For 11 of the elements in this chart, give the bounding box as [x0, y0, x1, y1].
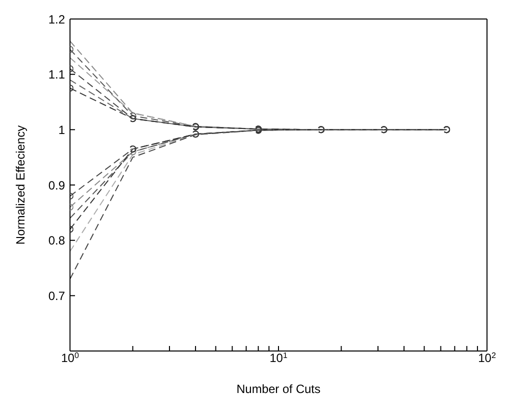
y-tick-label: 0.8 — [48, 234, 66, 248]
y-tick-label: 1.1 — [48, 68, 66, 82]
y-tick-label: 1.2 — [48, 12, 66, 26]
x-axis-title: Number of Cuts — [236, 382, 321, 396]
y-axis-title: Normalized Effeciency — [13, 125, 28, 245]
y-tick-label: 0.7 — [48, 288, 66, 303]
y-tick-label: 0.9 — [48, 178, 66, 192]
x-tick-label: 10$^{2}$ — [478, 350, 496, 365]
x-tick-label: 10$^{0}$ — [61, 350, 80, 365]
x-tick-label: 10$^{1}$ — [270, 350, 288, 365]
y-tick-label: 1 — [58, 122, 66, 137]
